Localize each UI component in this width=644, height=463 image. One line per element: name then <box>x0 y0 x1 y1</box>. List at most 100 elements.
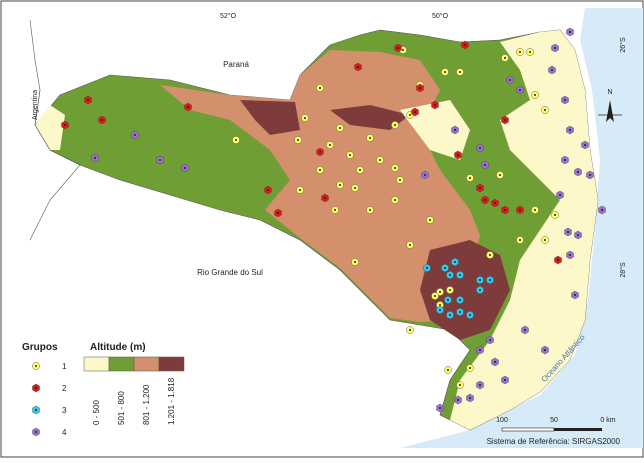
legend-label: 0 - 500 <box>92 400 101 425</box>
marker-center <box>544 109 546 111</box>
marker-center <box>379 159 381 161</box>
marker-center <box>544 349 546 351</box>
marker-center <box>369 209 371 211</box>
marker-center <box>339 184 341 186</box>
legend-swatch <box>83 356 110 372</box>
marker-center <box>479 384 481 386</box>
marker-center <box>419 87 421 89</box>
marker-center <box>409 114 411 116</box>
marker-center <box>479 289 481 291</box>
marker-center <box>64 124 66 126</box>
marker-center <box>509 79 511 81</box>
place-label: Paraná <box>223 60 249 69</box>
marker-center <box>319 87 321 89</box>
altitude-0-500 <box>35 105 65 150</box>
legend-swatch <box>158 356 185 372</box>
marker-center <box>35 409 37 411</box>
marker-center <box>484 199 486 201</box>
marker-center <box>439 304 441 306</box>
marker-center <box>574 294 576 296</box>
points <box>61 27 606 413</box>
marker-center <box>434 295 436 297</box>
altitude-1201-1818 <box>330 105 410 130</box>
marker-center <box>519 89 521 91</box>
place-label: Rio Grande do Sul <box>197 268 263 277</box>
marker-center <box>424 174 426 176</box>
marker-center <box>577 171 579 173</box>
marker-center <box>187 106 189 108</box>
marker-center <box>444 267 446 269</box>
marker-center <box>479 187 481 189</box>
scale-bar: 100 50 0 km <box>496 417 616 432</box>
marker-center <box>439 291 441 293</box>
marker-center <box>329 144 331 146</box>
marker-center <box>564 159 566 161</box>
legend-swatch <box>133 356 160 372</box>
marker-center <box>519 239 521 241</box>
marker-center <box>397 47 399 49</box>
marker-center <box>504 209 506 211</box>
marker-center <box>519 51 521 53</box>
marker-center <box>554 214 556 216</box>
marker-center <box>159 159 161 161</box>
marker-center <box>429 219 431 221</box>
marker-center <box>489 279 491 281</box>
marker-center <box>469 314 471 316</box>
marker-center <box>559 194 561 196</box>
marker-center <box>557 259 559 261</box>
marker-center <box>454 261 456 263</box>
marker-center <box>449 314 451 316</box>
marker-center <box>504 119 506 121</box>
marker-center <box>439 407 441 409</box>
marker-center <box>529 51 531 53</box>
marker-center <box>499 174 501 176</box>
marker-center <box>277 212 279 214</box>
marker-center <box>134 134 136 136</box>
scale-label: 50 <box>550 417 558 424</box>
marker-center <box>319 169 321 171</box>
legend-label: 501 - 800 <box>117 391 126 425</box>
marker-center <box>297 139 299 141</box>
marker-center <box>94 157 96 159</box>
marker-center <box>584 144 586 146</box>
marker-center <box>564 99 566 101</box>
marker-center <box>494 202 496 204</box>
marker-center <box>184 167 186 169</box>
legend: Grupos Altitude (m) 1 2 3 4 0 - 500 501 - 80… <box>22 342 185 437</box>
scale-label: 0 km <box>600 417 615 424</box>
marker-center <box>459 384 461 386</box>
marker-center <box>267 189 269 191</box>
marker-center <box>369 137 371 139</box>
ocean <box>400 8 643 448</box>
marker-center <box>457 154 459 156</box>
marker-center <box>447 299 449 301</box>
marker-center <box>459 274 461 276</box>
marker-center <box>464 44 466 46</box>
marker-center <box>447 369 449 371</box>
altitude-0-500 <box>450 30 598 430</box>
marker-center <box>504 57 506 59</box>
marker-center <box>399 179 401 181</box>
marker-center <box>439 309 441 311</box>
marker-center <box>484 164 486 166</box>
marker-center <box>569 254 571 256</box>
marker-center <box>35 365 37 367</box>
marker-center <box>324 197 326 199</box>
marker-center <box>479 349 481 351</box>
marker-center <box>354 261 356 263</box>
lon-label: 52°O <box>220 12 237 20</box>
marker-center <box>459 71 461 73</box>
lon-label: 50°O <box>432 12 449 20</box>
marker-center <box>409 244 411 246</box>
lat-label: 26°S <box>619 37 627 53</box>
north-label: N <box>607 89 612 96</box>
marker-center <box>349 154 351 156</box>
marker-center <box>444 71 446 73</box>
marker-center <box>567 231 569 233</box>
marker-center <box>394 199 396 201</box>
marker-center <box>235 139 237 141</box>
marker-center <box>489 339 491 341</box>
legend-swatch <box>108 356 135 372</box>
